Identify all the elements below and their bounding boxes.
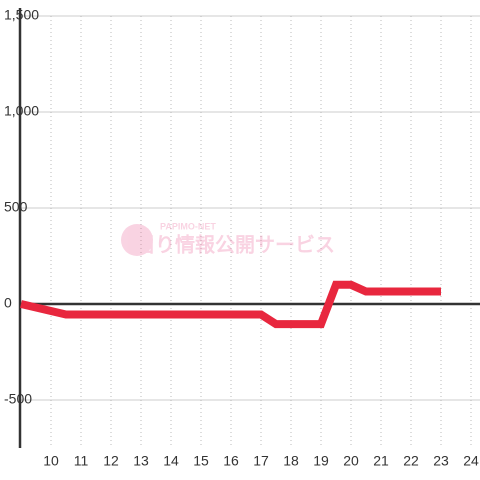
x-tick-label: 22 — [403, 453, 419, 469]
x-tick-label: 24 — [463, 453, 479, 469]
y-tick-label: -500 — [4, 391, 32, 407]
watermark-site: PAPIMO-NET — [160, 221, 216, 231]
x-tick-label: 21 — [373, 453, 389, 469]
x-tick-label: 13 — [133, 453, 149, 469]
x-tick-label: 12 — [103, 453, 119, 469]
y-tick-label: 0 — [4, 295, 12, 311]
x-tick-label: 14 — [163, 453, 179, 469]
x-tick-label: 11 — [74, 453, 89, 469]
y-tick-label: 1,500 — [4, 7, 39, 23]
x-tick-label: 16 — [223, 453, 239, 469]
x-tick-label: 18 — [283, 453, 299, 469]
x-tick-label: 20 — [343, 453, 359, 469]
watermark-logo — [121, 224, 153, 256]
watermark: PAPIMO-NET 当り情報公開サービス — [121, 221, 335, 256]
x-tick-label: 15 — [193, 453, 209, 469]
x-tick-label: 10 — [43, 453, 59, 469]
x-tick-label: 23 — [433, 453, 449, 469]
line — [20, 280, 441, 329]
x-tick-label: 17 — [253, 453, 269, 469]
y-tick-label: 500 — [4, 199, 28, 215]
watermark-text: 当り情報公開サービス — [135, 232, 335, 256]
x-tick-label: 19 — [313, 453, 329, 469]
y-tick-label: 1,000 — [4, 103, 39, 119]
